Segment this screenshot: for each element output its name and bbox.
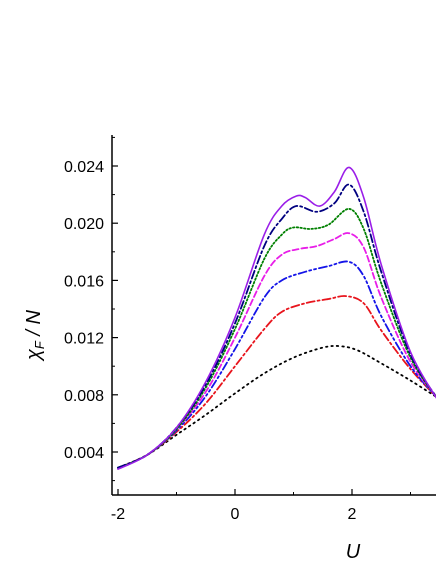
y-tick-label: 0.012 bbox=[64, 331, 104, 348]
y-tick-label: 0.020 bbox=[64, 216, 104, 233]
y-tick-label: 0.004 bbox=[64, 445, 104, 462]
y-axis-title-rest: / N bbox=[23, 309, 45, 341]
series-line-6 bbox=[117, 183, 436, 469]
y-tick-label: 0.024 bbox=[64, 159, 104, 176]
y-axis-title-subscript: F bbox=[32, 340, 47, 349]
x-tick-label: 0 bbox=[231, 506, 240, 523]
x-tick-label: 2 bbox=[348, 506, 357, 523]
y-axis-title: χF / N bbox=[23, 309, 47, 362]
series-line-4 bbox=[117, 232, 436, 469]
tick-layer: -2 0 2 0.004 0.008 0.012 0.016 0.020 0.024 bbox=[64, 136, 411, 523]
series-line-2 bbox=[117, 295, 436, 469]
y-axis-title-symbol: χ bbox=[23, 348, 45, 362]
axes bbox=[111, 135, 436, 496]
series-line-1 bbox=[117, 345, 436, 469]
series-line-7 bbox=[117, 166, 436, 470]
x-axis-title: U bbox=[346, 541, 361, 563]
y-tick-label: 0.016 bbox=[64, 273, 104, 290]
series-layer bbox=[117, 166, 436, 470]
x-tick-label: -2 bbox=[111, 506, 125, 523]
y-tick-label: 0.008 bbox=[64, 388, 104, 405]
series-line-5 bbox=[117, 208, 436, 469]
series-line-3 bbox=[117, 260, 436, 469]
